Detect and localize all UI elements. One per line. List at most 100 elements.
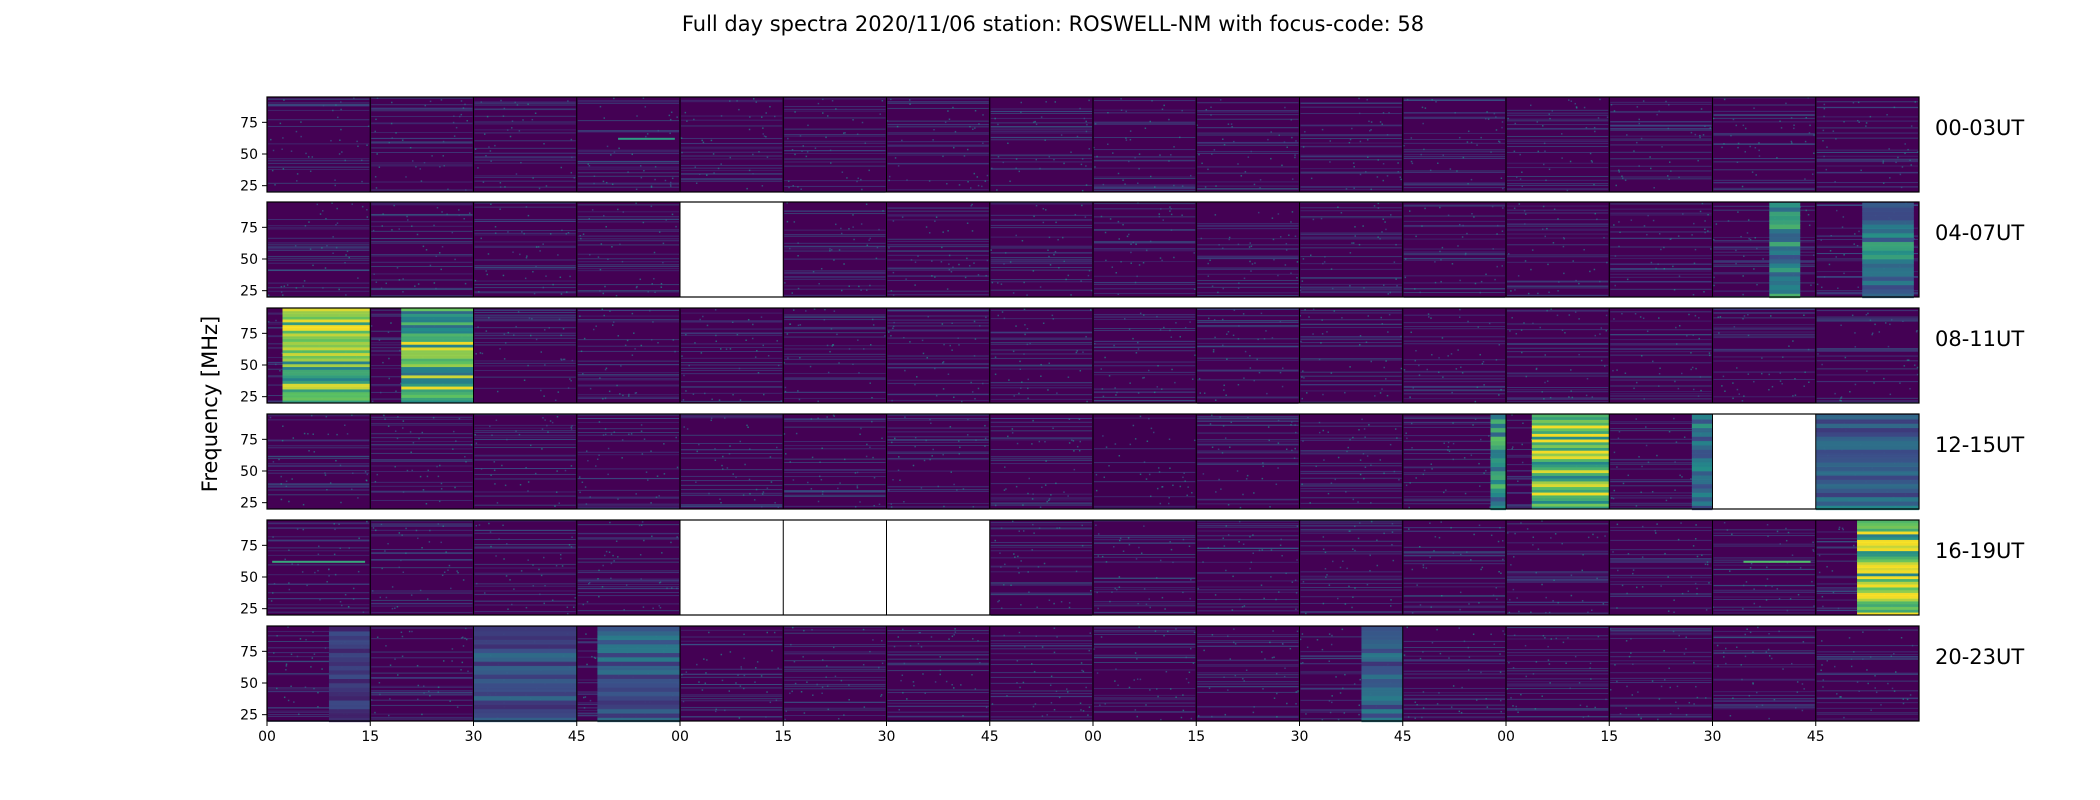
noise-speckle [441, 245, 444, 248]
noise-speckle [428, 541, 431, 543]
noise-speckle [494, 483, 496, 485]
noise-speckle [857, 177, 859, 180]
noise-speckle [1377, 202, 1380, 205]
noise-speckle [1227, 504, 1230, 506]
noise-speckle [1397, 171, 1400, 173]
noise-line [1610, 581, 1712, 583]
noise-speckle [835, 108, 837, 110]
noise-speckle [1692, 293, 1695, 296]
noise-line [1300, 384, 1402, 386]
noise-line [681, 449, 783, 451]
noise-speckle [1500, 177, 1503, 179]
noise-speckle [1393, 470, 1396, 473]
noise-line [268, 158, 370, 160]
noise-speckle [1143, 588, 1146, 590]
noise-speckle [639, 554, 642, 556]
noise-line [1507, 151, 1609, 153]
noise-speckle [948, 263, 950, 265]
noise-speckle [645, 135, 647, 138]
noise-speckle [1867, 312, 1869, 315]
noise-line [784, 363, 886, 365]
noise-speckle [1617, 437, 1620, 440]
noise-speckle [1522, 422, 1524, 425]
noise-speckle [1323, 459, 1325, 461]
noise-speckle [544, 584, 546, 587]
noise-speckle [675, 225, 677, 228]
noise-speckle [826, 416, 828, 418]
noise-line [1403, 440, 1505, 442]
noise-line [1300, 102, 1402, 104]
noise-speckle [1621, 584, 1624, 587]
noise-speckle [1459, 308, 1461, 311]
noise-speckle [1667, 576, 1669, 578]
activity-band [1862, 254, 1914, 260]
noise-speckle [1224, 437, 1227, 439]
noise-line [577, 504, 679, 506]
noise-speckle [1115, 588, 1118, 591]
noise-speckle [1295, 608, 1297, 610]
noise-speckle [1115, 271, 1118, 274]
noise-line [474, 604, 576, 606]
noise-speckle [1636, 141, 1638, 144]
noise-line [1610, 468, 1712, 470]
noise-line [268, 583, 370, 585]
noise-speckle [468, 212, 471, 214]
noise-speckle [593, 175, 596, 177]
noise-speckle [736, 100, 738, 102]
noise-speckle [1511, 414, 1513, 416]
noise-speckle [622, 211, 625, 213]
noise-line [1403, 340, 1505, 342]
noise-speckle [1219, 416, 1221, 418]
noise-speckle [1015, 158, 1018, 160]
noise-speckle [1111, 266, 1114, 268]
noise-speckle [367, 125, 370, 128]
noise-speckle [338, 153, 341, 155]
noise-speckle [1052, 318, 1055, 320]
noise-speckle [1396, 285, 1398, 287]
noise-speckle [1382, 218, 1385, 221]
noise-speckle [617, 208, 619, 211]
spectrogram-panel [782, 414, 887, 509]
activity-band [401, 394, 474, 398]
noise-speckle [1587, 611, 1589, 614]
noise-speckle [994, 117, 996, 120]
noise-line [1507, 386, 1609, 388]
noise-line [371, 611, 473, 613]
noise-line [681, 155, 783, 157]
panel-background [473, 308, 577, 403]
noise-speckle [1090, 289, 1093, 292]
noise-line [887, 367, 989, 369]
noise-line [1713, 110, 1815, 112]
noise-line [1403, 343, 1505, 345]
noise-line [1713, 247, 1815, 249]
noise-speckle [1128, 543, 1131, 546]
noise-speckle [424, 104, 427, 107]
noise-line [681, 386, 783, 388]
noise-speckle [1063, 162, 1065, 165]
noise-line [474, 259, 576, 261]
noise-speckle [532, 177, 534, 179]
noise-speckle [384, 418, 386, 420]
noise-line [371, 548, 473, 550]
noise-speckle [1001, 311, 1004, 313]
noise-line [990, 167, 1092, 169]
noise-speckle [1181, 214, 1183, 216]
noise-speckle [1354, 587, 1356, 589]
noise-speckle [1085, 120, 1087, 123]
spectrogram-panel [679, 97, 784, 192]
noise-speckle [1403, 369, 1406, 371]
noise-speckle [1544, 235, 1547, 238]
row-label: 08-11UT [1935, 327, 2024, 351]
noise-speckle [731, 321, 734, 324]
noise-line [887, 452, 989, 454]
noise-speckle [1323, 261, 1326, 263]
noise-speckle [1450, 353, 1453, 355]
noise-speckle [1389, 443, 1392, 446]
noise-speckle [390, 122, 393, 125]
noise-speckle [1537, 548, 1540, 550]
noise-speckle [1067, 376, 1070, 378]
noise-line [577, 261, 679, 263]
noise-speckle [1108, 465, 1110, 467]
noise-speckle [559, 553, 562, 556]
noise-speckle [1170, 229, 1173, 231]
